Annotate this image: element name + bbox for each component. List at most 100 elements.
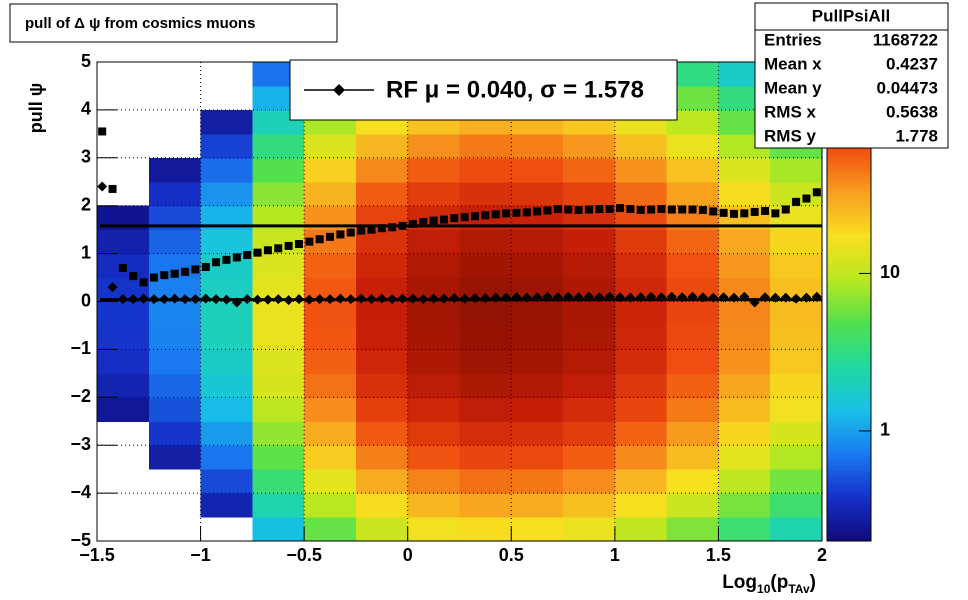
profile-marker: [398, 221, 407, 230]
heatmap-cell: [407, 469, 460, 494]
color-bar-segment: [827, 505, 871, 510]
profile-marker: [729, 209, 738, 218]
heatmap-cell: [614, 253, 668, 279]
heatmap-cell: [200, 373, 253, 398]
heatmap-cell: [718, 373, 771, 398]
profile-marker: [263, 246, 272, 255]
x-tick-label: −0.5: [286, 545, 322, 565]
color-bar-segment: [827, 361, 871, 366]
color-bar-segment: [827, 441, 871, 446]
heatmap-cell: [148, 229, 202, 255]
color-bar-segment: [827, 337, 871, 343]
color-bar-segment: [827, 449, 871, 454]
profile-marker: [573, 292, 584, 303]
profile-marker: [304, 294, 315, 305]
legend-marker: [333, 84, 345, 96]
profile-marker: [512, 208, 521, 217]
color-bar-segment: [827, 349, 871, 354]
heatmap-cell: [770, 349, 823, 374]
profile-marker: [128, 294, 139, 305]
stats-value: 1168722: [873, 30, 938, 49]
color-bar-segment: [827, 437, 871, 442]
profile-marker: [449, 293, 460, 304]
color-bar-segment: [827, 297, 871, 303]
chart-title: pull of Δ ψ from cosmics muons: [25, 15, 255, 32]
x-tick-label: 1: [610, 545, 620, 565]
x-tick-label: 0: [403, 545, 413, 565]
heatmap-cell: [718, 517, 771, 542]
heatmap-cell: [407, 301, 460, 326]
color-bar-segment: [827, 313, 871, 319]
heatmap-cell: [770, 469, 823, 494]
profile-marker: [740, 209, 749, 218]
color-bar-segment: [827, 481, 871, 486]
color-bar-segment: [827, 281, 871, 287]
profile-marker: [107, 282, 118, 293]
heatmap-cell: [614, 157, 668, 183]
profile-marker: [688, 205, 697, 214]
heatmap-cell: [355, 373, 409, 398]
color-bar-segment: [827, 329, 871, 335]
profile-marker: [325, 294, 336, 305]
profile-marker: [543, 206, 552, 215]
heatmap-cell: [459, 493, 512, 518]
color-bar-segment: [827, 321, 871, 327]
title-box: [9, 3, 338, 43]
profile-marker: [108, 184, 117, 193]
heatmap-cell: [563, 469, 616, 494]
profile-marker: [117, 294, 128, 305]
color-bar-segment: [827, 477, 871, 482]
heatmap-cell: [666, 445, 719, 470]
color-bar-segment: [827, 241, 871, 247]
profile-marker: [293, 294, 304, 305]
heatmap-cell: [459, 373, 512, 398]
color-bar-segment: [827, 461, 871, 466]
heatmap-cell: [304, 421, 357, 446]
x-tick-label: −1: [190, 545, 211, 565]
heatmap-cell: [770, 493, 823, 518]
y-tick-label: 5: [81, 51, 91, 71]
heatmap-cell: [770, 373, 823, 398]
heatmap-cell: [200, 181, 253, 207]
profile-marker: [283, 295, 294, 306]
color-bar-segment: [827, 493, 871, 498]
heatmap-cell: [459, 301, 512, 326]
heatmap-cell: [718, 157, 771, 183]
heatmap-cell: [407, 253, 460, 279]
profile-marker: [314, 294, 325, 305]
color-bar-segment: [827, 205, 871, 211]
heatmap-cell: [148, 157, 202, 183]
color-bar-segment: [827, 409, 871, 414]
heatmap-cell: [459, 421, 512, 446]
profile-marker: [595, 205, 604, 214]
color-bar-segment: [827, 345, 871, 350]
heatmap-cell: [355, 253, 409, 279]
profile-marker: [346, 228, 355, 237]
profile-marker: [553, 205, 562, 214]
heatmap-cell: [148, 349, 202, 374]
heatmap-cell: [614, 181, 668, 207]
heatmap-cell: [718, 469, 771, 494]
color-bar-segment: [827, 365, 871, 370]
heatmap-cell: [407, 157, 460, 183]
color-bar-segment: [827, 305, 871, 311]
color-bar-segment: [827, 401, 871, 406]
profile-marker: [470, 293, 481, 304]
heatmap-cell: [563, 301, 616, 326]
profile-marker: [407, 293, 418, 304]
profile-marker: [222, 255, 231, 264]
profile-marker: [191, 265, 200, 274]
heatmap-cell: [252, 445, 305, 470]
color-bar-segment: [827, 173, 871, 179]
color-bar-segment: [827, 153, 871, 159]
profile-marker: [647, 205, 656, 214]
profile-marker: [687, 291, 698, 302]
profile-marker: [274, 244, 283, 253]
heatmap-cell: [304, 133, 357, 159]
heatmap-cell: [252, 301, 305, 326]
profile-marker: [367, 225, 376, 234]
heatmap-cell: [355, 517, 409, 542]
profile-marker: [160, 271, 169, 280]
heatmap-cell: [666, 421, 719, 446]
profile-marker: [201, 263, 210, 272]
